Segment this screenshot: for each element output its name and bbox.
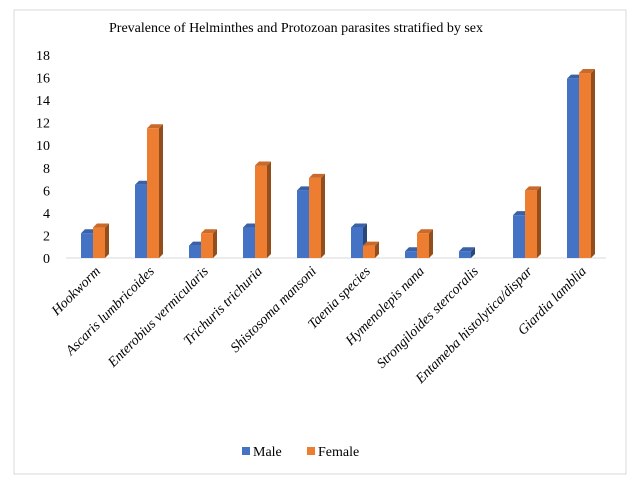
bar-female-0 xyxy=(93,223,109,258)
legend-label: Male xyxy=(253,445,282,460)
bar-female-8 xyxy=(525,186,541,258)
y-tick-label: 10 xyxy=(36,139,50,154)
bar-female-1 xyxy=(147,124,163,258)
bar-female-4 xyxy=(309,173,325,258)
bar-female-3 xyxy=(255,161,271,258)
y-tick-label: 6 xyxy=(43,184,50,199)
legend-swatch xyxy=(242,447,250,455)
y-tick-label: 4 xyxy=(43,207,50,222)
bar-female-6 xyxy=(417,229,433,258)
y-tick-label: 14 xyxy=(36,94,50,109)
legend: Male Female xyxy=(242,445,359,460)
legend-swatch xyxy=(307,447,315,455)
y-tick-label: 18 xyxy=(36,49,50,64)
legend-label: Female xyxy=(318,445,359,460)
bar-female-9 xyxy=(579,69,595,259)
bars xyxy=(81,69,595,259)
y-tick-label: 8 xyxy=(43,162,50,177)
legend-item-female: Female xyxy=(307,445,359,460)
y-axis: 0 2 4 6 8 10 12 14 16 18 xyxy=(36,49,606,267)
y-tick-label: 0 xyxy=(43,252,50,267)
y-tick-label: 12 xyxy=(36,117,50,132)
chart-title: Prevalence of Helminthes and Protozoan p… xyxy=(109,21,483,36)
bar-female-5 xyxy=(363,241,379,258)
legend-item-male: Male xyxy=(242,445,282,460)
bar-male-7 xyxy=(459,247,475,258)
bar-female-2 xyxy=(201,229,217,258)
y-tick-label: 16 xyxy=(36,72,50,87)
y-tick-label: 2 xyxy=(43,229,50,244)
